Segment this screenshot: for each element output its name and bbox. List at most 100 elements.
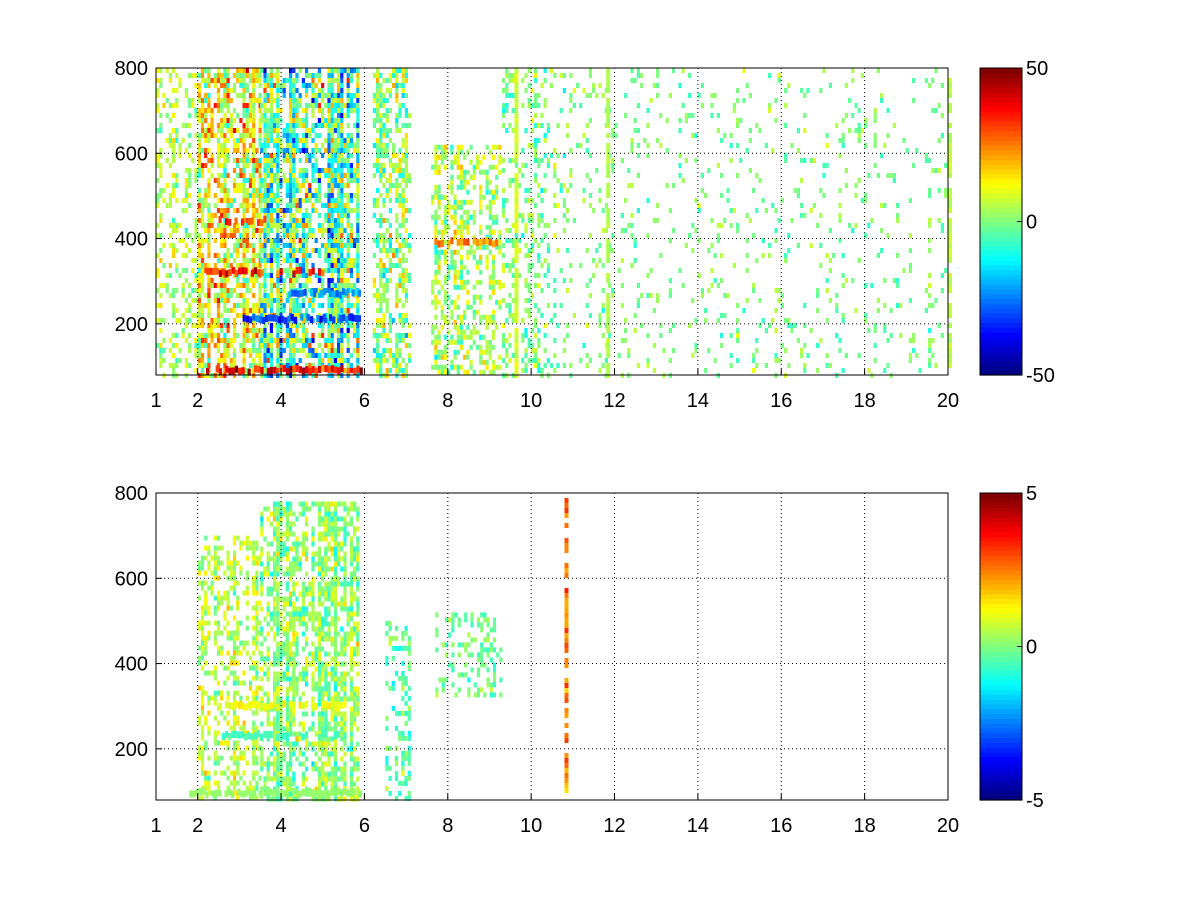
heatmap-cell bbox=[226, 348, 230, 353]
heatmap-cell bbox=[379, 128, 383, 133]
heatmap-cell bbox=[379, 153, 383, 158]
heatmap-cell bbox=[337, 367, 341, 375]
heatmap-cell bbox=[540, 213, 544, 218]
heatmap-cell bbox=[200, 765, 205, 771]
heatmap-cell bbox=[514, 83, 519, 88]
heatmap-cell bbox=[592, 88, 596, 93]
colorbar-swatch bbox=[980, 245, 1022, 251]
heatmap-cell bbox=[292, 98, 296, 103]
heatmap-cell bbox=[595, 93, 599, 98]
heatmap-cell bbox=[346, 83, 350, 88]
heatmap-cell bbox=[485, 244, 489, 250]
heatmap-cell bbox=[327, 268, 331, 273]
heatmap-cell bbox=[184, 338, 188, 343]
heatmap-cell bbox=[559, 108, 563, 113]
heatmap-cell bbox=[382, 288, 386, 293]
heatmap-cell bbox=[646, 293, 650, 298]
heatmap-cell bbox=[556, 323, 560, 328]
heatmap-cell bbox=[232, 338, 237, 343]
heatmap-cell bbox=[263, 88, 267, 93]
heatmap-cell bbox=[349, 93, 353, 98]
colorbar-swatch bbox=[980, 346, 1022, 352]
heatmap-cell bbox=[220, 293, 224, 298]
heatmap-cell bbox=[295, 233, 299, 238]
heatmap-cell bbox=[263, 203, 267, 208]
heatmap-cell bbox=[475, 344, 480, 350]
heatmap-cell bbox=[562, 88, 566, 93]
heatmap-cell bbox=[165, 98, 169, 103]
heatmap-cell bbox=[553, 193, 557, 198]
heatmap-cell bbox=[908, 248, 912, 253]
heatmap-cell bbox=[340, 158, 344, 163]
heatmap-cell bbox=[768, 243, 772, 248]
heatmap-cell bbox=[298, 283, 302, 288]
heatmap-cell bbox=[213, 630, 217, 636]
heatmap-cell bbox=[511, 298, 515, 303]
heatmap-cell bbox=[172, 143, 176, 148]
heatmap-cell bbox=[298, 238, 302, 243]
heatmap-cell bbox=[784, 103, 788, 108]
heatmap-cell bbox=[736, 143, 740, 148]
heatmap-cell bbox=[269, 168, 273, 173]
heatmap-cell bbox=[285, 203, 289, 208]
heatmap-cell bbox=[790, 323, 794, 328]
heatmap-cell bbox=[356, 213, 360, 218]
heatmap-cell bbox=[521, 358, 525, 363]
heatmap-cell bbox=[232, 143, 237, 148]
heatmap-cell bbox=[324, 138, 328, 143]
heatmap-cell bbox=[232, 710, 237, 716]
heatmap-cell bbox=[385, 368, 389, 373]
heatmap-cell bbox=[376, 353, 380, 358]
heatmap-cell bbox=[295, 73, 299, 78]
heatmap-cell bbox=[261, 317, 265, 324]
heatmap-cell bbox=[252, 113, 256, 118]
heatmap-cell bbox=[343, 358, 347, 363]
heatmap-cell bbox=[220, 223, 224, 228]
heatmap-cell bbox=[329, 290, 333, 298]
heatmap-cell bbox=[204, 785, 208, 791]
heatmap-cell bbox=[223, 98, 227, 103]
heatmap-cell bbox=[327, 303, 331, 308]
heatmap-cell bbox=[236, 605, 240, 611]
heatmap-cell bbox=[317, 183, 321, 188]
heatmap-cell bbox=[242, 253, 246, 258]
heatmap-cell bbox=[319, 289, 323, 297]
heatmap-cell bbox=[720, 173, 724, 178]
heatmap-cell bbox=[505, 103, 509, 108]
heatmap-cell bbox=[530, 233, 534, 238]
heatmap-cell bbox=[588, 293, 592, 298]
heatmap-cell bbox=[656, 203, 660, 208]
heatmap-cell bbox=[305, 118, 309, 123]
heatmap-cell bbox=[948, 333, 952, 338]
heatmap-cell bbox=[333, 128, 337, 133]
heatmap-cell bbox=[928, 303, 932, 308]
heatmap-cell bbox=[630, 213, 634, 218]
heatmap-cell bbox=[491, 319, 496, 325]
heatmap-cell bbox=[175, 308, 179, 313]
heatmap-cell bbox=[269, 353, 273, 358]
heatmap-cell bbox=[229, 655, 233, 661]
heatmap-cell bbox=[620, 213, 624, 218]
heatmap-cell bbox=[220, 243, 224, 248]
heatmap-cell bbox=[482, 334, 486, 340]
heatmap-cell bbox=[372, 163, 376, 168]
heatmap-cell bbox=[266, 168, 270, 173]
heatmap-cell bbox=[239, 695, 243, 701]
heatmap-cell bbox=[559, 73, 563, 78]
heatmap-cell bbox=[226, 148, 230, 153]
heatmap-cell bbox=[223, 343, 227, 348]
heatmap-cell bbox=[258, 128, 262, 133]
heatmap-cell bbox=[330, 73, 334, 78]
heatmap-cell bbox=[606, 278, 611, 283]
heatmap-cell bbox=[337, 133, 341, 138]
heatmap-cell bbox=[382, 98, 386, 103]
heatmap-cell bbox=[841, 253, 845, 258]
heatmap-cell bbox=[606, 293, 611, 298]
heatmap-cell bbox=[434, 294, 438, 300]
heatmap-cell bbox=[229, 203, 233, 208]
heatmap-cell bbox=[298, 358, 302, 363]
heatmap-cell bbox=[159, 233, 163, 238]
heatmap-cell bbox=[466, 304, 470, 310]
heatmap-cell bbox=[204, 775, 208, 781]
heatmap-cell bbox=[213, 595, 217, 601]
